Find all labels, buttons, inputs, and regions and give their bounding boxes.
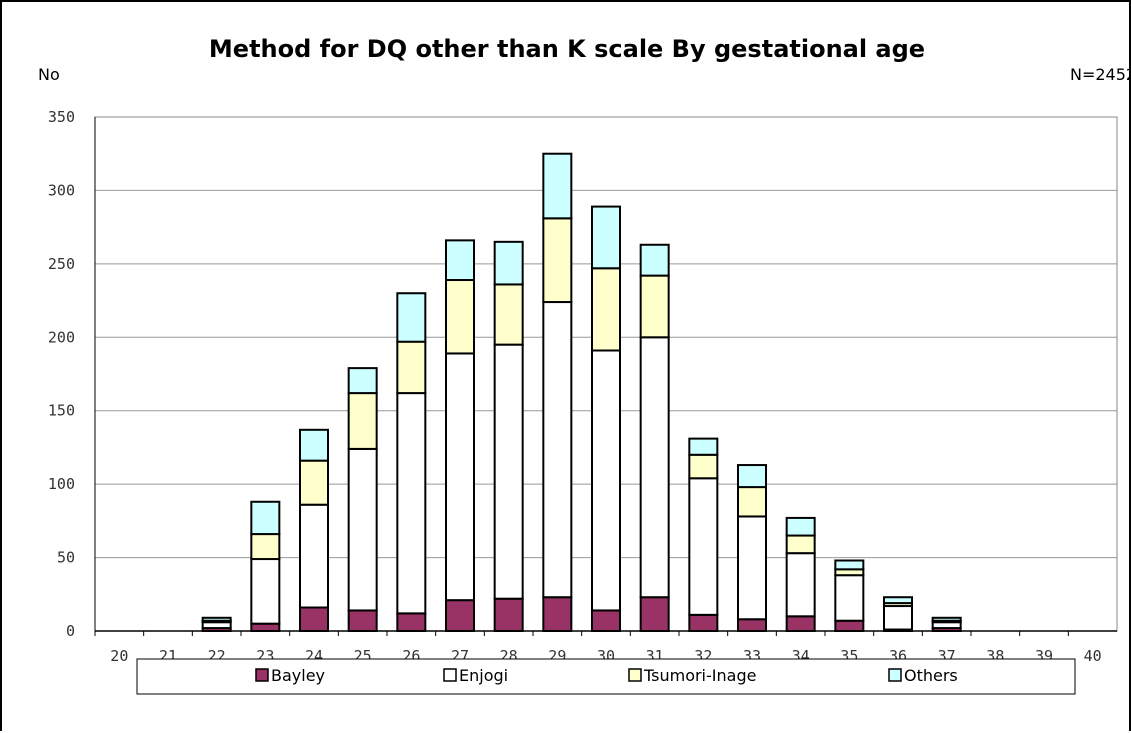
- y-tick-label: 0: [66, 622, 75, 640]
- bar-segment-enjogi: [883, 605, 913, 631]
- bar-segment-others: [737, 464, 767, 489]
- chart-title: Method for DQ other than K scale By gest…: [209, 35, 925, 63]
- legend-swatch: [888, 668, 902, 682]
- bar-segment-others: [785, 516, 816, 537]
- bar-segment-others: [250, 500, 281, 536]
- y-axis-label: No: [38, 65, 60, 84]
- bar-segment-others: [931, 616, 962, 622]
- bar-segment-enjogi: [445, 352, 475, 602]
- bar-segment-bayley: [785, 615, 816, 632]
- bar-segment-enjogi: [396, 392, 427, 615]
- bar-segment-others: [445, 239, 475, 282]
- bar-segment-enjogi: [737, 515, 767, 621]
- bar-segment-bayley: [591, 609, 621, 633]
- x-tick-label: 40: [1084, 647, 1102, 665]
- bar-segment-enjogi: [299, 503, 329, 609]
- bar-segment-bayley: [396, 612, 427, 632]
- bar-segment-enjogi: [639, 336, 670, 599]
- legend: Bayley Enjogi Tsumori-Inage Others: [136, 658, 1076, 695]
- bar-segment-tsumori-inage: [639, 274, 670, 339]
- bar-segment-bayley: [250, 622, 281, 633]
- bar-segment-enjogi: [591, 349, 621, 612]
- bar-segment-tsumori-inage: [299, 459, 329, 506]
- bar-segment-others: [347, 367, 378, 395]
- y-tick-label: 350: [48, 108, 75, 126]
- bar-segment-others: [834, 559, 865, 571]
- legend-box: [136, 658, 1076, 695]
- bar-segment-tsumori-inage: [250, 533, 281, 561]
- bar-segment-enjogi: [347, 447, 378, 612]
- bar-segment-bayley: [299, 606, 329, 633]
- bar-segment-others: [299, 428, 329, 462]
- bar-segment-others: [542, 152, 573, 220]
- bar-segment-others: [591, 205, 621, 270]
- y-tick-label: 250: [48, 255, 75, 273]
- bar-segment-tsumori-inage: [493, 283, 524, 346]
- bar-segment-bayley: [542, 596, 573, 632]
- legend-label: Others: [904, 666, 958, 685]
- bar-segment-bayley: [737, 618, 767, 632]
- legend-label: Bayley: [271, 666, 325, 685]
- bar-segment-others: [639, 243, 670, 277]
- bar-segment-enjogi: [785, 552, 816, 618]
- bar-segment-tsumori-inage: [591, 267, 621, 352]
- y-tick-label: 50: [57, 549, 75, 567]
- bar-segment-tsumori-inage: [785, 534, 816, 555]
- bar-segment-others: [493, 240, 524, 286]
- x-tick-label: 20: [110, 647, 128, 665]
- sample-size-note: N=2452: [1070, 65, 1131, 84]
- y-tick-label: 300: [48, 181, 75, 199]
- bar-segment-enjogi: [493, 343, 524, 600]
- bar-segment-bayley: [493, 597, 524, 632]
- bar-segment-tsumori-inage: [688, 453, 719, 480]
- axes: [94, 116, 1118, 636]
- bar-segment-enjogi: [834, 574, 865, 622]
- bar-segment-bayley: [639, 596, 670, 632]
- bar-segment-others: [883, 596, 913, 605]
- bar-segment-bayley: [445, 599, 475, 632]
- legend-swatch: [443, 668, 457, 682]
- bar-segment-enjogi: [688, 477, 719, 616]
- y-tick-label: 200: [48, 328, 75, 346]
- bar-segment-tsumori-inage: [445, 279, 475, 355]
- bar-segment-enjogi: [250, 558, 281, 625]
- bar-segment-tsumori-inage: [542, 217, 573, 304]
- bar-segment-others: [688, 437, 719, 456]
- bar-segment-enjogi: [542, 301, 573, 599]
- bar-segment-tsumori-inage: [737, 486, 767, 518]
- bar-segment-others: [396, 292, 427, 343]
- y-tick-labels: 0 50 100 150 200 250 300 350: [48, 108, 75, 640]
- bar-segment-bayley: [688, 613, 719, 632]
- bar-segment-tsumori-inage: [347, 392, 378, 450]
- bars: [201, 152, 962, 633]
- y-tick-label: 100: [48, 475, 75, 493]
- bar-segment-others: [201, 616, 232, 622]
- y-tick-label: 150: [48, 402, 75, 420]
- legend-label: Tsumori-Inage: [643, 666, 756, 685]
- bar-segment-tsumori-inage: [396, 340, 427, 395]
- legend-swatch: [628, 668, 642, 682]
- legend-swatch: [255, 668, 269, 682]
- bar-segment-bayley: [347, 609, 378, 633]
- bar-segment-bayley: [834, 619, 865, 632]
- legend-label: Enjogi: [459, 666, 508, 685]
